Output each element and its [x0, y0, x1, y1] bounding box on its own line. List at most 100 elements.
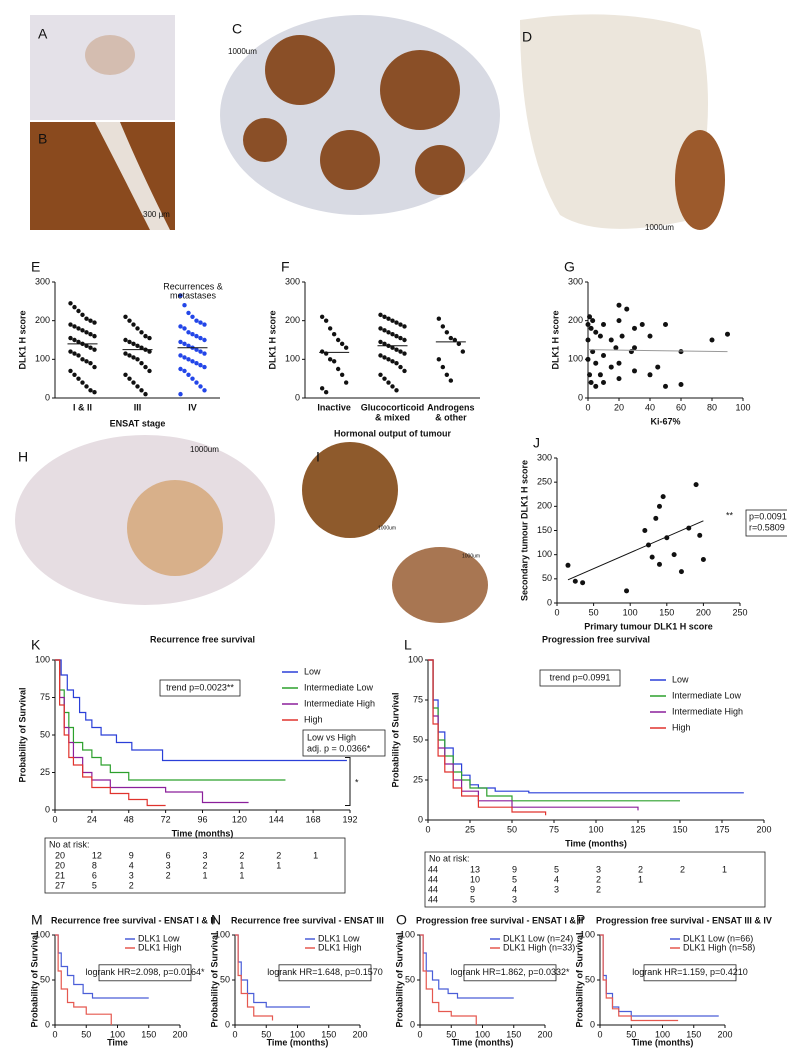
- point: [452, 337, 458, 343]
- legend-label: DLK1 Low: [138, 933, 180, 943]
- x-axis-label: Time (months): [565, 838, 627, 848]
- point: [616, 318, 622, 324]
- risk-count: 2: [239, 850, 244, 860]
- scale-label: 1000um: [645, 223, 674, 232]
- point: [198, 320, 203, 325]
- y-tick-label: 300: [285, 276, 300, 286]
- point: [190, 376, 195, 381]
- y-tick-label: 100: [568, 354, 583, 364]
- y-tick-label: 0: [547, 597, 552, 607]
- y-axis-label: DLK1 H score: [267, 310, 277, 369]
- nodule: [415, 145, 465, 195]
- nodule: [675, 130, 725, 230]
- x-tick-label: 200: [537, 1029, 552, 1039]
- point: [186, 357, 191, 362]
- point: [88, 345, 93, 350]
- significance: **: [726, 510, 734, 520]
- point: [390, 318, 395, 323]
- point: [382, 314, 387, 319]
- legend-label: Intermediate Low: [304, 682, 374, 692]
- x-tick-label: 72: [161, 814, 171, 824]
- point: [198, 384, 203, 389]
- point: [182, 355, 187, 360]
- point: [642, 528, 648, 533]
- x-tick-label: 0: [597, 1029, 602, 1039]
- y-tick-label: 200: [285, 315, 300, 325]
- point: [402, 324, 407, 329]
- point: [127, 318, 132, 323]
- x-tick-label: & mixed: [375, 412, 410, 422]
- x-tick-label: 100: [588, 824, 603, 834]
- point: [131, 341, 136, 347]
- x-tick-label: 80: [707, 402, 717, 412]
- point: [139, 345, 144, 350]
- point: [378, 326, 383, 331]
- point: [700, 557, 706, 562]
- x-tick-label: 0: [417, 1029, 422, 1039]
- x-tick-label: 0: [52, 814, 57, 824]
- point: [194, 333, 199, 339]
- point: [323, 318, 329, 323]
- nodule: [265, 35, 335, 105]
- point: [92, 364, 97, 370]
- point: [80, 328, 85, 333]
- point: [608, 364, 614, 370]
- chart-title: Recurrence free survival - ENSAT I & II: [51, 915, 215, 925]
- risk-count: 3: [512, 894, 517, 904]
- point: [143, 364, 148, 370]
- point: [585, 356, 591, 362]
- point: [402, 351, 407, 356]
- y-tick-label: 250: [537, 477, 552, 487]
- point: [671, 552, 677, 558]
- section-i: [392, 547, 488, 623]
- point: [139, 330, 144, 335]
- point: [68, 322, 73, 327]
- y-tick-label: 100: [285, 354, 300, 364]
- legend-label: Low: [304, 666, 321, 676]
- risk-count: 4: [129, 860, 134, 870]
- point: [378, 312, 383, 318]
- y-tick-label: 100: [580, 929, 595, 939]
- survival-curve: [420, 934, 477, 1025]
- annotation: trend p=0.0991: [550, 672, 611, 682]
- x-tick-label: 50: [81, 1029, 91, 1039]
- x-tick-label: 50: [626, 1029, 636, 1039]
- panel-letter: N: [211, 912, 221, 928]
- point: [339, 341, 345, 347]
- risk-count: 1: [239, 860, 244, 870]
- point: [68, 368, 73, 374]
- y-axis-label: Probability of Survival: [574, 932, 584, 1027]
- x-tick-label: 75: [549, 824, 559, 834]
- survival-curve: [55, 659, 166, 807]
- point: [68, 301, 73, 306]
- y-axis-label: DLK1 H score: [17, 310, 27, 369]
- nodule: [380, 50, 460, 130]
- point: [88, 318, 93, 323]
- point: [444, 372, 450, 377]
- point: [444, 330, 450, 335]
- point: [178, 391, 183, 397]
- point: [84, 359, 89, 364]
- point: [339, 372, 345, 377]
- x-tick-label: 200: [756, 824, 771, 834]
- x-tick-label: 100: [475, 1029, 490, 1039]
- risk-count: 3: [203, 850, 208, 860]
- point: [92, 333, 97, 339]
- y-axis-label: Secondary tumour DLK1 H score: [519, 460, 529, 601]
- risk-count: 3: [129, 870, 134, 880]
- point: [580, 580, 586, 586]
- point: [198, 349, 203, 354]
- panel-letter: K: [31, 637, 41, 653]
- x-tick-label: III: [134, 402, 142, 412]
- scale-label: 1000um: [462, 553, 480, 559]
- point: [436, 316, 442, 321]
- risk-count: 6: [92, 870, 97, 880]
- risk-count: 5: [470, 894, 475, 904]
- y-tick-label: 0: [225, 1019, 230, 1029]
- annotation-box: [278, 964, 372, 982]
- x-tick-label: 150: [659, 607, 674, 617]
- point: [323, 390, 329, 395]
- x-axis-label: Primary tumour DLK1 H score: [584, 621, 713, 631]
- x-tick-label: 50: [261, 1029, 271, 1039]
- point: [186, 310, 191, 316]
